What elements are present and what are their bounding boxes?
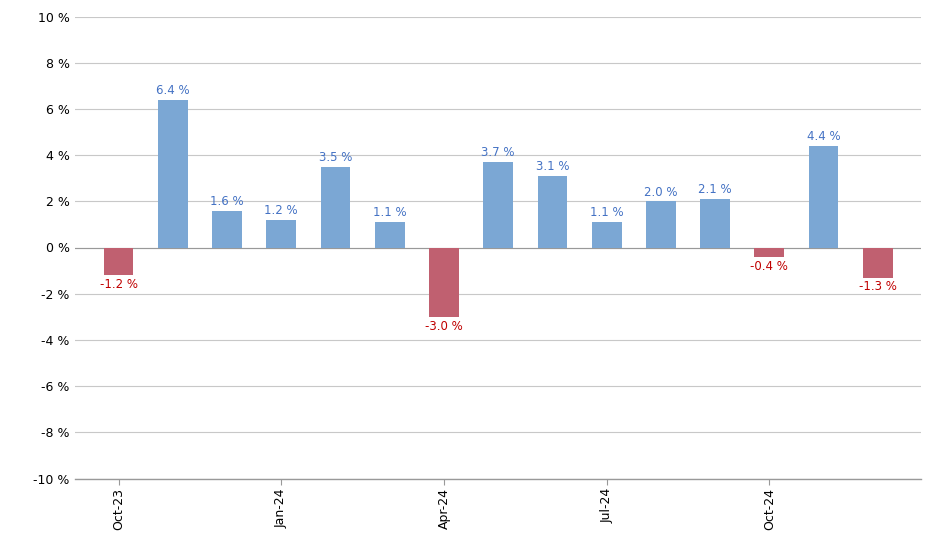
Bar: [646, 201, 676, 248]
Text: 3.7 %: 3.7 %: [481, 146, 515, 160]
Bar: [592, 222, 621, 248]
Bar: [429, 248, 459, 317]
Bar: [321, 167, 351, 248]
Text: 1.6 %: 1.6 %: [211, 195, 243, 208]
Text: 2.0 %: 2.0 %: [644, 185, 678, 199]
Bar: [375, 222, 404, 248]
Bar: [755, 248, 784, 257]
Bar: [863, 248, 893, 278]
Text: 4.4 %: 4.4 %: [807, 130, 840, 143]
Bar: [212, 211, 242, 248]
Bar: [158, 100, 188, 248]
Bar: [103, 248, 133, 275]
Bar: [808, 146, 838, 248]
Bar: [538, 176, 568, 248]
Text: 3.5 %: 3.5 %: [319, 151, 352, 164]
Text: 6.4 %: 6.4 %: [156, 84, 190, 97]
Text: -1.2 %: -1.2 %: [100, 278, 137, 291]
Text: -1.3 %: -1.3 %: [859, 280, 897, 293]
Text: 3.1 %: 3.1 %: [536, 160, 570, 173]
Text: 2.1 %: 2.1 %: [698, 183, 732, 196]
Text: -3.0 %: -3.0 %: [425, 320, 462, 333]
Bar: [483, 162, 513, 248]
Text: 1.1 %: 1.1 %: [589, 206, 623, 219]
Bar: [700, 199, 730, 248]
Text: 1.2 %: 1.2 %: [264, 204, 298, 217]
Text: 1.1 %: 1.1 %: [373, 206, 407, 219]
Bar: [266, 220, 296, 248]
Text: -0.4 %: -0.4 %: [750, 260, 789, 272]
